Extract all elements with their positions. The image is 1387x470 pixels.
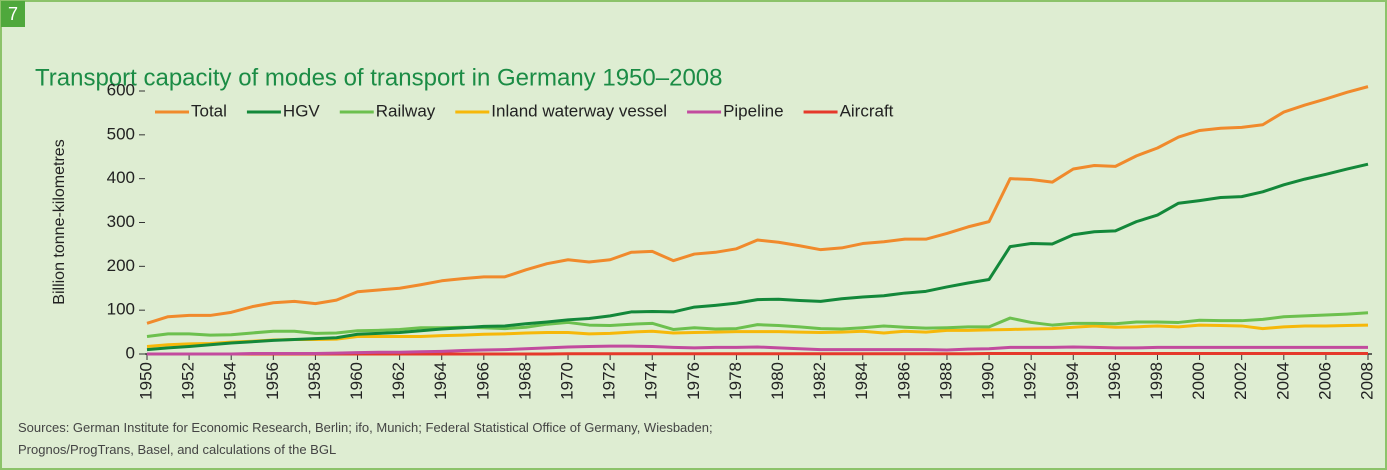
chart-title: Transport capacity of modes of transport… xyxy=(35,64,722,91)
x-tick-label: 1962 xyxy=(389,362,408,400)
x-tick-label: 1990 xyxy=(979,362,998,400)
badge-box xyxy=(1,1,25,27)
x-tick-label: 1986 xyxy=(894,362,913,400)
x-tick-label: 1996 xyxy=(1105,362,1124,400)
y-tick-label: 600 xyxy=(107,80,135,99)
y-tick-label: 400 xyxy=(107,168,135,187)
x-tick-label: 1984 xyxy=(852,362,871,400)
legend-label: HGV xyxy=(283,101,321,120)
x-tick-label: 1974 xyxy=(642,362,661,400)
y-tick-label: 300 xyxy=(107,212,135,231)
y-tick-label: 200 xyxy=(107,256,135,275)
x-tick-label: 1968 xyxy=(515,362,534,400)
x-tick-label: 1960 xyxy=(347,362,366,400)
x-tick-label: 2000 xyxy=(1189,362,1208,400)
x-tick-label: 1958 xyxy=(305,362,324,400)
x-tick-label: 1978 xyxy=(726,362,745,400)
x-tick-label: 1998 xyxy=(1147,362,1166,400)
x-tick-label: 1982 xyxy=(810,362,829,400)
x-tick-label: 1980 xyxy=(768,362,787,400)
x-tick-label: 1992 xyxy=(1021,362,1040,400)
y-tick-label: 100 xyxy=(107,300,135,319)
x-tick-label: 2002 xyxy=(1231,362,1250,400)
x-tick-label: 1956 xyxy=(263,362,282,400)
x-tick-label: 1964 xyxy=(431,362,450,400)
source: Prognos/ProgTrans, Basel, and calculatio… xyxy=(18,442,336,457)
series-line xyxy=(146,85,1369,325)
y-tick-label: 0 xyxy=(126,343,135,362)
x-tick-label: 2008 xyxy=(1357,362,1376,400)
badge: 7 xyxy=(8,4,18,24)
x-tick-label: 1972 xyxy=(600,362,619,400)
series-line xyxy=(146,311,1369,338)
legend-label: Railway xyxy=(376,101,436,120)
legend-label: Total xyxy=(191,101,227,120)
x-tick-label: 1976 xyxy=(684,362,703,400)
x-tick-label: 1970 xyxy=(558,362,577,400)
series-line xyxy=(146,162,1369,352)
legend-label: Inland waterway vessel xyxy=(491,101,667,120)
source: Sources: German Institute for Economic R… xyxy=(18,420,713,435)
x-tick-label: 1954 xyxy=(221,362,240,400)
y-axis-label: Billion tonne-kilometres xyxy=(51,139,68,304)
legend-label: Aircraft xyxy=(840,101,894,120)
series-line xyxy=(146,323,1369,349)
x-tick-label: 1966 xyxy=(473,362,492,400)
x-tick-label: 1988 xyxy=(936,362,955,400)
x-tick-label: 1994 xyxy=(1063,362,1082,400)
x-tick-label: 1952 xyxy=(179,362,198,400)
x-tick-label: 2004 xyxy=(1273,362,1292,400)
x-tick-label: 1950 xyxy=(136,362,155,400)
legend-label: Pipeline xyxy=(723,101,784,120)
series-line xyxy=(147,344,1368,356)
y-tick-label: 500 xyxy=(107,124,135,143)
x-tick-label: 2006 xyxy=(1315,362,1334,400)
